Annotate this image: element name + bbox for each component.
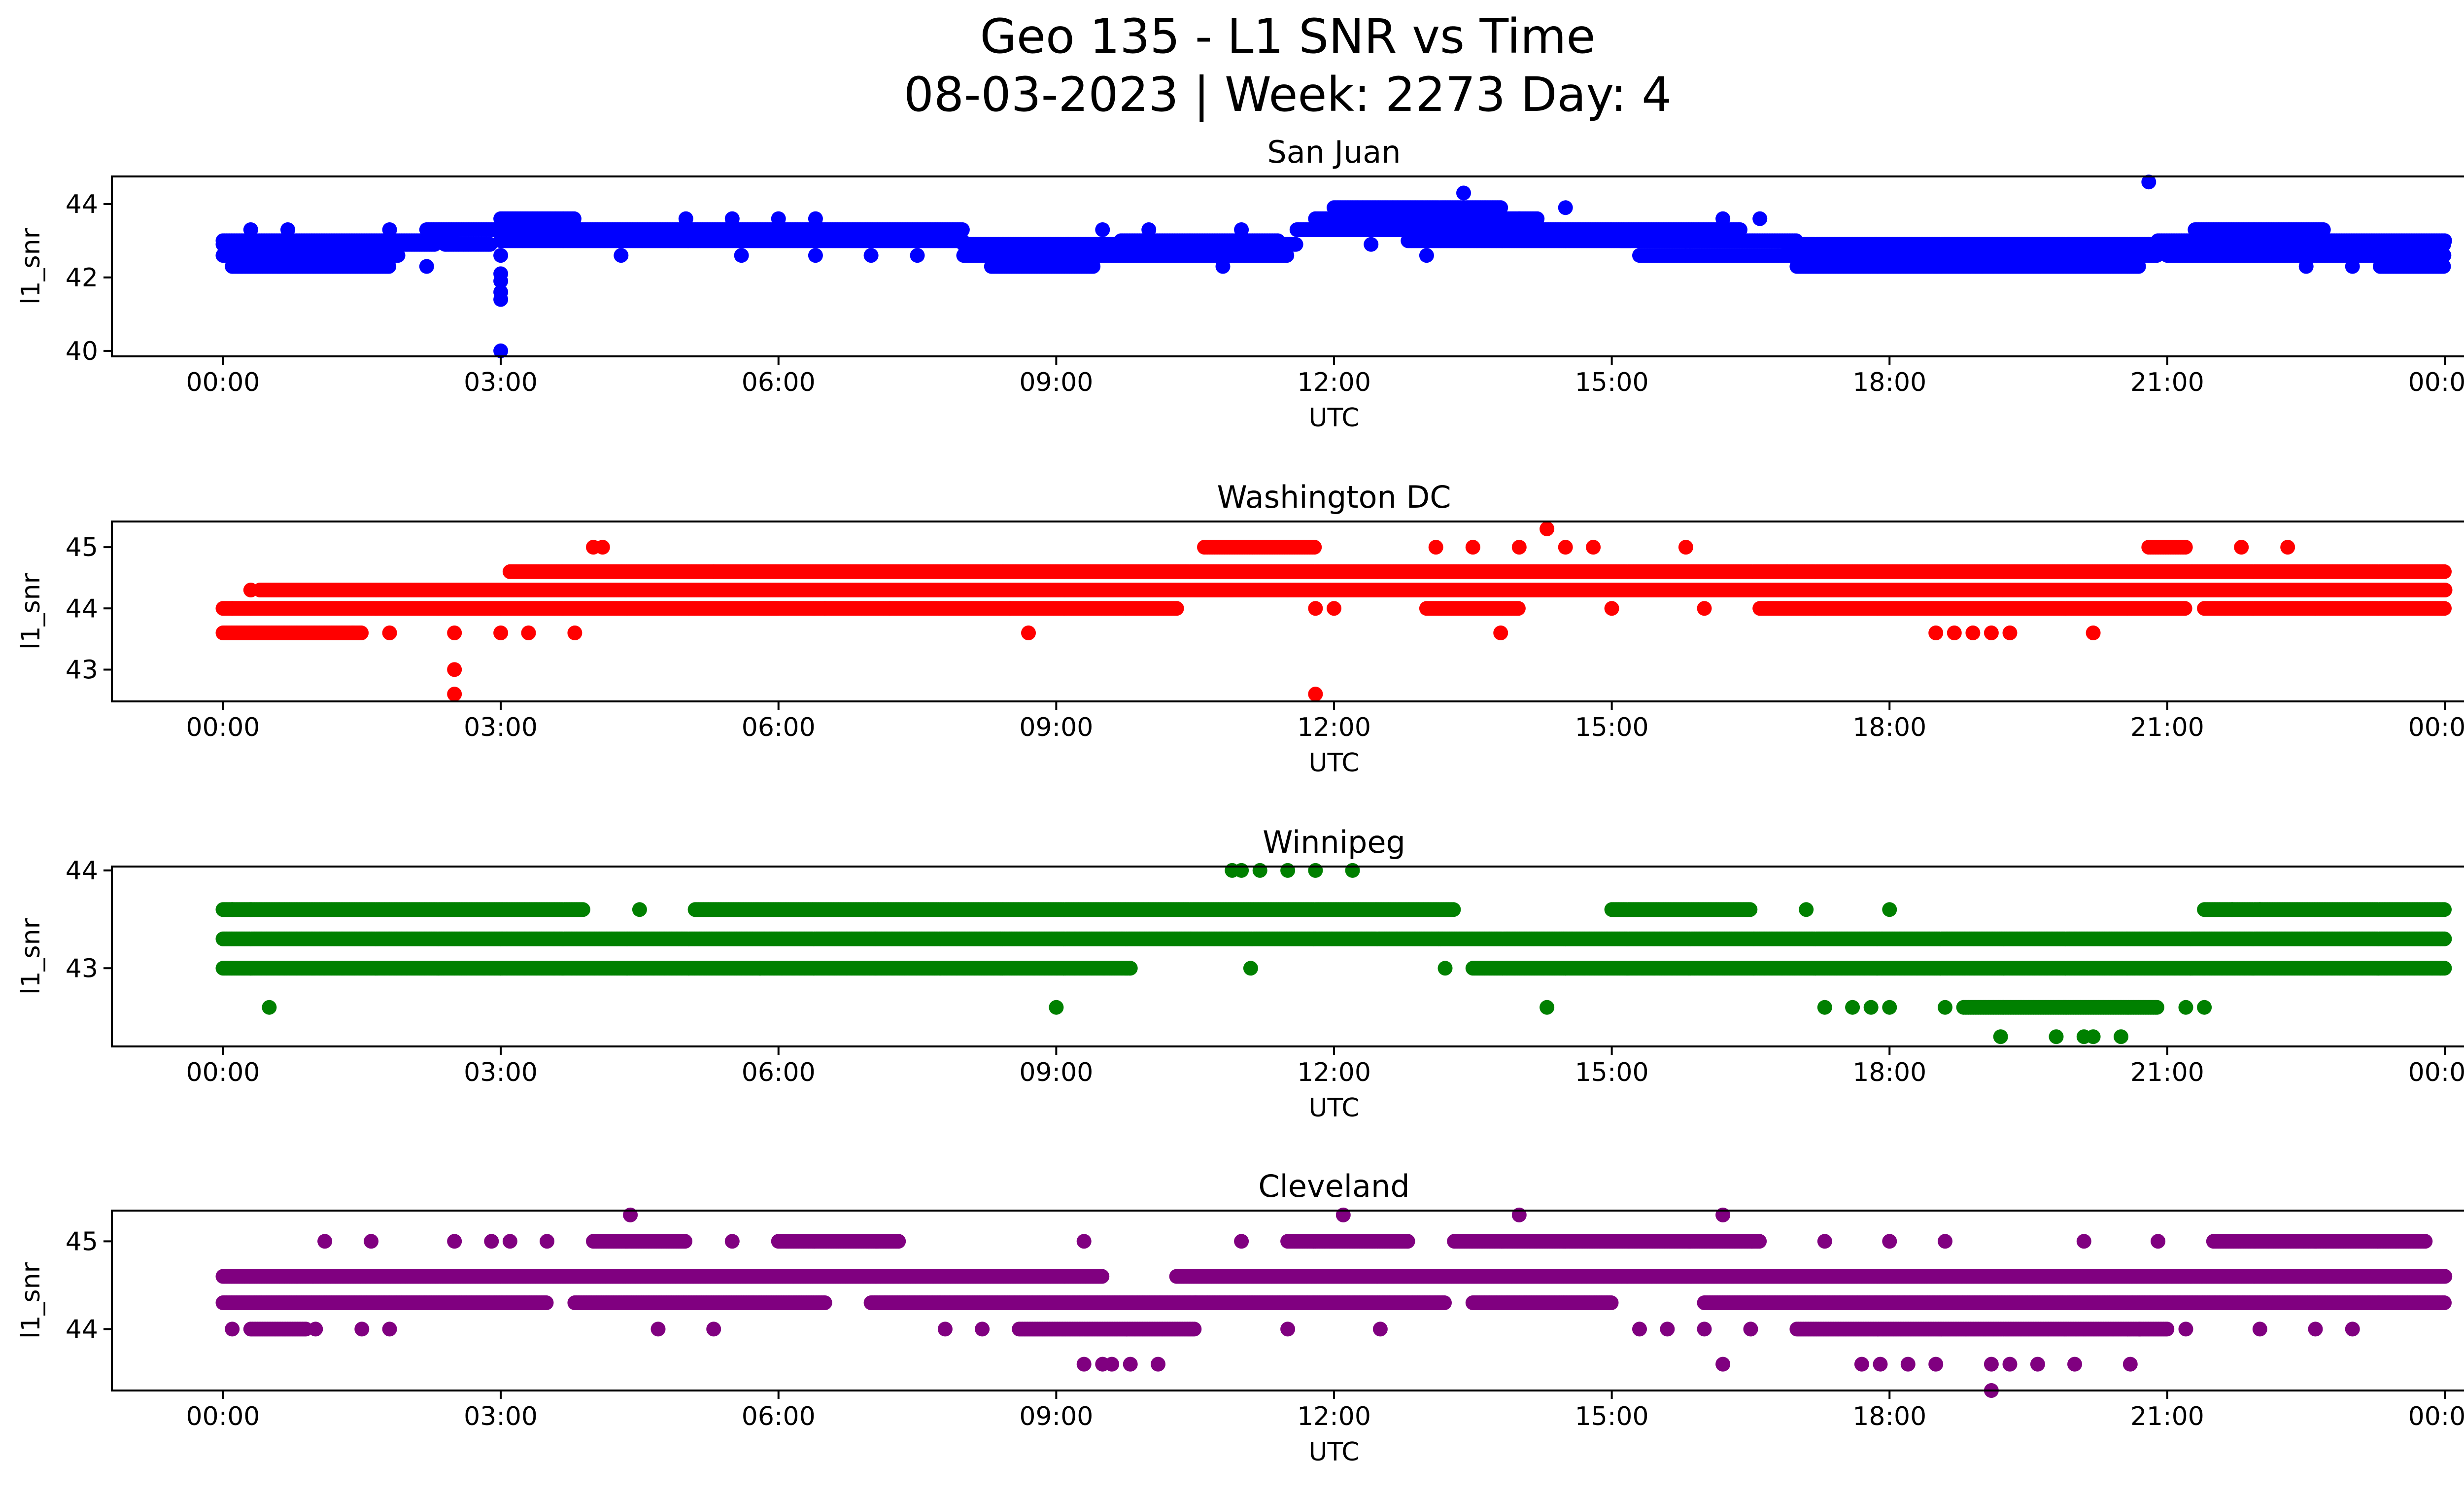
data-point bbox=[1928, 259, 1944, 274]
data-point bbox=[1558, 200, 1573, 215]
data-point bbox=[910, 248, 925, 263]
data-point bbox=[493, 248, 509, 263]
data-point bbox=[1511, 211, 1527, 226]
x-tick-label: 21:00 bbox=[2130, 368, 2204, 397]
data-point bbox=[1678, 248, 1693, 263]
data-point bbox=[2437, 233, 2452, 248]
data-point bbox=[2298, 259, 2314, 274]
subplot-title: San Juan bbox=[1267, 134, 1401, 170]
data-point bbox=[1456, 185, 1471, 201]
figure-title-line-1: Geo 135 - L1 SNR vs Time bbox=[980, 9, 1596, 64]
x-tick-label: 12:00 bbox=[1297, 368, 1371, 397]
x-tick-label: 06:00 bbox=[742, 368, 816, 397]
data-point bbox=[419, 259, 434, 274]
data-point bbox=[808, 211, 823, 226]
data-point bbox=[1141, 222, 1157, 237]
data-point bbox=[614, 248, 629, 263]
data-point bbox=[863, 248, 879, 263]
data-point bbox=[1086, 259, 1101, 274]
y-tick-label: 44 bbox=[66, 190, 98, 219]
x-tick-label: 09:00 bbox=[1019, 368, 1093, 397]
data-point bbox=[1270, 233, 1285, 248]
data-point bbox=[1279, 248, 1295, 263]
data-point bbox=[724, 211, 740, 226]
subplot-san-juan: San Juan 00:00 03:00 06:00 09:00 12:00 15:00 18… bbox=[16, 134, 2464, 433]
data-point bbox=[1288, 237, 1303, 252]
data-point bbox=[1715, 211, 1731, 226]
data-point bbox=[381, 259, 397, 274]
scatter-points bbox=[215, 521, 2453, 702]
data-point bbox=[243, 222, 258, 237]
data-point bbox=[1752, 211, 1768, 226]
data-point bbox=[2316, 222, 2331, 237]
data-point bbox=[1234, 222, 1249, 237]
x-axis-label: UTC bbox=[1308, 403, 1359, 433]
data-point bbox=[1095, 222, 1110, 237]
x-tick-label: 18:00 bbox=[1852, 368, 1926, 397]
data-point bbox=[771, 211, 786, 226]
data-point bbox=[566, 211, 582, 226]
y-tick-label: 42 bbox=[66, 263, 98, 293]
data-point bbox=[493, 266, 509, 281]
x-tick-label: 15:00 bbox=[1575, 368, 1649, 397]
y-tick-label: 40 bbox=[66, 337, 98, 366]
data-point bbox=[280, 222, 295, 237]
data-point bbox=[2436, 259, 2451, 274]
data-point bbox=[808, 248, 823, 263]
data-point bbox=[1419, 248, 1434, 263]
y-axis-label: l1_snr bbox=[16, 228, 46, 305]
subplot-title: Washington DC bbox=[1217, 479, 1451, 515]
data-point bbox=[1975, 259, 1990, 274]
data-point bbox=[382, 222, 397, 237]
x-tick-label: 00:00 bbox=[186, 368, 260, 397]
data-point bbox=[734, 248, 749, 263]
data-point bbox=[2131, 259, 2146, 274]
data-point bbox=[1364, 237, 1379, 252]
data-point bbox=[271, 259, 286, 274]
x-tick-label: 03:00 bbox=[464, 368, 538, 397]
data-point bbox=[493, 343, 509, 358]
x-tick-label: 00:00 bbox=[2408, 368, 2464, 397]
scatter-points bbox=[215, 174, 2452, 358]
figure-title-line-2: 08-03-2023 | Week: 2273 Day: 4 bbox=[904, 67, 1672, 123]
data-point bbox=[2141, 174, 2156, 190]
data-point bbox=[354, 259, 370, 274]
data-point bbox=[1215, 259, 1231, 274]
data-point bbox=[234, 259, 249, 274]
data-point bbox=[493, 284, 509, 300]
data-point bbox=[678, 211, 693, 226]
data-point bbox=[2345, 259, 2360, 274]
data-point bbox=[1493, 200, 1508, 215]
subplot-grid: San Juan 00:00 03:00 06:00 09:00 12:00 15:00 18… bbox=[16, 134, 2464, 1467]
